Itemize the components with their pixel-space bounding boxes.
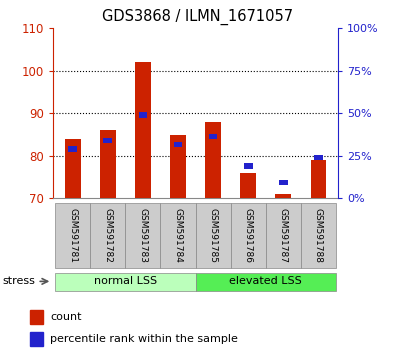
- Text: normal LSS: normal LSS: [94, 276, 157, 286]
- FancyBboxPatch shape: [231, 203, 266, 268]
- Text: GSM591784: GSM591784: [173, 208, 182, 263]
- Text: GDS3868 / ILMN_1671057: GDS3868 / ILMN_1671057: [102, 9, 293, 25]
- FancyBboxPatch shape: [301, 203, 336, 268]
- Text: GSM591783: GSM591783: [138, 208, 147, 263]
- Bar: [244, 164, 252, 169]
- Text: GSM591788: GSM591788: [314, 208, 323, 263]
- Bar: [30, 332, 43, 346]
- Text: GSM591782: GSM591782: [103, 208, 112, 263]
- Bar: [240, 173, 256, 198]
- Text: percentile rank within the sample: percentile rank within the sample: [50, 334, 238, 344]
- Text: stress: stress: [2, 276, 35, 286]
- Bar: [205, 122, 221, 198]
- Bar: [103, 138, 112, 143]
- Text: GSM591787: GSM591787: [279, 208, 288, 263]
- Bar: [30, 310, 43, 324]
- FancyBboxPatch shape: [266, 203, 301, 268]
- Bar: [170, 135, 186, 198]
- Bar: [310, 160, 326, 198]
- Text: GSM591781: GSM591781: [68, 208, 77, 263]
- Text: GSM591786: GSM591786: [244, 208, 253, 263]
- FancyBboxPatch shape: [90, 203, 125, 268]
- Bar: [275, 194, 291, 198]
- Bar: [100, 130, 116, 198]
- Bar: [68, 147, 77, 152]
- Bar: [174, 142, 182, 147]
- FancyBboxPatch shape: [55, 203, 90, 268]
- Bar: [209, 134, 217, 139]
- FancyBboxPatch shape: [160, 203, 196, 268]
- FancyBboxPatch shape: [125, 203, 160, 268]
- Bar: [279, 181, 288, 185]
- Bar: [314, 155, 323, 160]
- Bar: [65, 139, 81, 198]
- Text: GSM591785: GSM591785: [209, 208, 218, 263]
- FancyBboxPatch shape: [196, 273, 336, 291]
- Bar: [135, 62, 151, 198]
- Text: count: count: [50, 312, 81, 322]
- FancyBboxPatch shape: [196, 203, 231, 268]
- Text: elevated LSS: elevated LSS: [229, 276, 302, 286]
- FancyBboxPatch shape: [55, 273, 196, 291]
- Bar: [139, 113, 147, 118]
